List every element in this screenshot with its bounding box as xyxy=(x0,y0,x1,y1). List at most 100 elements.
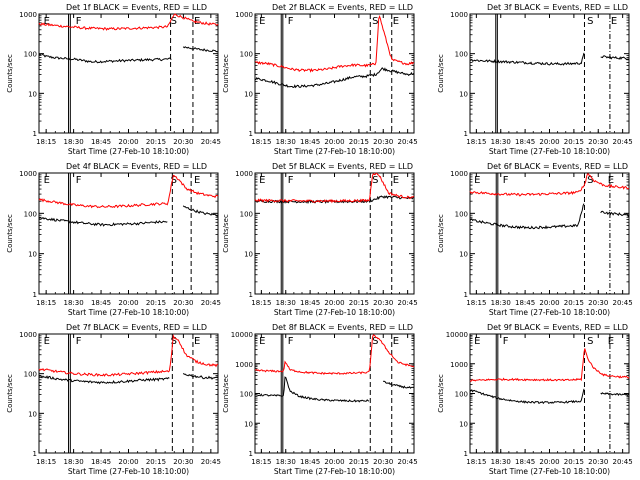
plot-frame xyxy=(254,13,415,134)
region-label: S xyxy=(171,336,177,347)
chart-panel-7: Det 7f BLACK = Events, RED = LLD Counts/s… xyxy=(6,323,221,476)
x-tick-label: 20:30 xyxy=(588,138,608,146)
y-axis-label: Counts/sec xyxy=(6,54,14,93)
lld-series-line xyxy=(38,333,219,377)
x-axis-label: Start Time (27-Feb-10 18:10:00) xyxy=(68,147,189,156)
region-label: F xyxy=(76,175,82,186)
y-tick-label: 1 xyxy=(464,130,468,138)
y-axis-label: Counts/sec xyxy=(6,374,14,413)
y-tick-label: 10000 xyxy=(231,331,253,339)
region-label: E xyxy=(194,336,200,347)
x-tick-label: 20:00 xyxy=(539,299,559,307)
region-label: F xyxy=(288,336,294,347)
x-tick-label: 20:15 xyxy=(146,138,166,146)
chart-panel-3: Det 3f BLACK = Events, RED = LLD Counts/s… xyxy=(437,3,633,156)
events-series-line xyxy=(38,205,219,227)
y-tick-label: 1 xyxy=(464,450,468,458)
events-series-line xyxy=(254,195,415,205)
y-tick-label: 1000 xyxy=(19,11,37,19)
x-tick-label: 20:00 xyxy=(539,458,559,466)
chart-panel-2: Det 2f BLACK = Events, RED = LLD Counts/s… xyxy=(222,3,418,156)
x-axis-label: Start Time (27-Feb-10 18:10:00) xyxy=(68,308,189,317)
region-label: S xyxy=(171,16,177,27)
region-label: E xyxy=(474,336,480,347)
x-tick-label: 20:15 xyxy=(146,299,166,307)
plot-frame xyxy=(38,333,219,454)
y-tick-label: 1000 xyxy=(235,361,253,369)
y-tick-label: 10 xyxy=(244,420,253,428)
y-tick-label: 100 xyxy=(240,210,253,218)
region-label: F xyxy=(288,16,294,27)
x-tick-label: 18:15 xyxy=(36,299,56,307)
x-tick-label: 18:15 xyxy=(36,138,56,146)
x-tick-label: 18:15 xyxy=(251,299,271,307)
y-tick-label: 10 xyxy=(28,410,37,418)
x-axis-label: Start Time (27-Feb-10 18:10:00) xyxy=(274,147,395,156)
x-tick-label: 20:45 xyxy=(613,138,633,146)
y-axis-label: Counts/sec xyxy=(222,374,230,413)
y-tick-label: 10 xyxy=(459,90,468,98)
y-tick-label: 10 xyxy=(28,90,37,98)
region-label: S xyxy=(372,336,378,347)
x-tick-label: 20:00 xyxy=(118,138,138,146)
y-tick-label: 1 xyxy=(249,291,253,299)
x-tick-label: 18:45 xyxy=(91,458,111,466)
events-series-line xyxy=(469,52,630,66)
y-tick-label: 1000 xyxy=(19,170,37,178)
y-tick-label: 10 xyxy=(244,90,253,98)
x-tick-label: 18:30 xyxy=(491,458,511,466)
x-tick-label: 20:30 xyxy=(173,299,193,307)
y-tick-label: 1 xyxy=(249,450,253,458)
plot-frame xyxy=(254,333,415,454)
region-label: F xyxy=(76,16,82,27)
y-axis-label: Counts/sec xyxy=(437,214,445,253)
events-series-line xyxy=(469,388,630,405)
y-tick-label: 1000 xyxy=(19,331,37,339)
chart-title: Det 1f BLACK = Events, RED = LLD xyxy=(66,3,207,12)
x-tick-label: 20:45 xyxy=(201,458,221,466)
region-label: E xyxy=(259,16,265,27)
x-tick-label: 20:30 xyxy=(588,458,608,466)
events-series-line xyxy=(254,67,415,89)
region-label: E xyxy=(608,175,614,186)
region-label: E xyxy=(393,336,399,347)
events-series-line xyxy=(255,376,415,403)
region-label: E xyxy=(608,336,614,347)
y-tick-label: 10 xyxy=(28,251,37,259)
region-label: S xyxy=(587,16,593,27)
y-axis-label: Counts/sec xyxy=(437,54,445,93)
x-tick-label: 18:15 xyxy=(466,458,486,466)
chart-title: Det 5f BLACK = Events, RED = LLD xyxy=(272,162,413,171)
x-tick-label: 18:30 xyxy=(64,138,84,146)
y-tick-label: 100 xyxy=(24,51,37,59)
chart-panel-6: Det 6f BLACK = Events, RED = LLD Counts/s… xyxy=(437,162,633,317)
region-label: S xyxy=(372,175,378,186)
region-label: F xyxy=(503,175,509,186)
region-label: S xyxy=(171,175,177,186)
y-tick-label: 10 xyxy=(244,251,253,259)
x-tick-label: 18:45 xyxy=(515,138,535,146)
x-tick-label: 20:00 xyxy=(539,138,559,146)
x-tick-label: 18:45 xyxy=(300,138,320,146)
y-tick-label: 1 xyxy=(33,291,37,299)
lld-series-line xyxy=(254,172,415,204)
x-tick-label: 20:45 xyxy=(613,458,633,466)
region-label: S xyxy=(372,16,378,27)
y-tick-label: 1 xyxy=(33,450,37,458)
chart-title: Det 3f BLACK = Events, RED = LLD xyxy=(487,3,628,12)
x-tick-label: 20:15 xyxy=(349,138,369,146)
y-tick-label: 1000 xyxy=(235,11,253,19)
y-tick-label: 1000 xyxy=(235,170,253,178)
region-label: S xyxy=(587,175,593,186)
x-tick-label: 18:30 xyxy=(276,138,296,146)
x-tick-label: 20:30 xyxy=(373,138,393,146)
y-tick-label: 100 xyxy=(24,371,37,379)
x-tick-label: 20:45 xyxy=(398,138,418,146)
region-label: E xyxy=(194,175,200,186)
region-label: E xyxy=(44,175,50,186)
region-label: E xyxy=(611,16,617,27)
x-tick-label: 20:45 xyxy=(398,458,418,466)
x-tick-label: 20:00 xyxy=(118,299,138,307)
y-tick-label: 10 xyxy=(459,251,468,259)
x-tick-label: 20:15 xyxy=(564,458,584,466)
